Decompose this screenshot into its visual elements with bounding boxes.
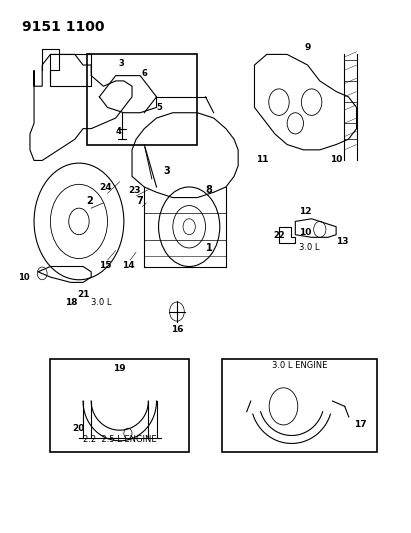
- Text: 10: 10: [330, 155, 342, 164]
- Text: 3.0 L ENGINE: 3.0 L ENGINE: [272, 361, 327, 370]
- Text: 10: 10: [299, 228, 312, 237]
- Text: 8: 8: [206, 184, 212, 195]
- Text: 5: 5: [157, 103, 162, 112]
- Text: 13: 13: [336, 237, 349, 246]
- Text: 20: 20: [72, 424, 84, 433]
- Text: 15: 15: [99, 261, 112, 270]
- Text: 10: 10: [18, 272, 30, 281]
- Text: 12: 12: [299, 207, 312, 216]
- Text: 3.0 L: 3.0 L: [91, 298, 112, 308]
- Bar: [51, 359, 189, 452]
- Text: 3: 3: [163, 166, 170, 176]
- Bar: [87, 54, 197, 144]
- Bar: [222, 359, 377, 452]
- Text: 23: 23: [128, 186, 140, 195]
- Text: 9: 9: [305, 43, 311, 52]
- Text: 17: 17: [354, 420, 366, 429]
- Text: 11: 11: [256, 155, 269, 164]
- Text: 19: 19: [113, 364, 126, 373]
- Text: 9151 1100: 9151 1100: [22, 20, 104, 34]
- Text: 4: 4: [116, 127, 122, 136]
- Text: 24: 24: [99, 183, 112, 192]
- Text: 21: 21: [77, 290, 89, 300]
- Text: 1: 1: [206, 243, 212, 253]
- Text: 16: 16: [171, 325, 183, 334]
- Text: 3.0 L: 3.0 L: [299, 243, 320, 252]
- Text: 14: 14: [122, 261, 134, 270]
- Text: 7: 7: [137, 196, 143, 206]
- Text: 22: 22: [273, 231, 285, 240]
- Text: 18: 18: [65, 298, 77, 308]
- Text: 3: 3: [119, 59, 125, 68]
- Text: 6: 6: [141, 69, 147, 78]
- Text: 2.2  2.5 L ENGINE: 2.2 2.5 L ENGINE: [83, 435, 157, 444]
- Text: 2: 2: [86, 196, 92, 206]
- Bar: [51, 54, 91, 86]
